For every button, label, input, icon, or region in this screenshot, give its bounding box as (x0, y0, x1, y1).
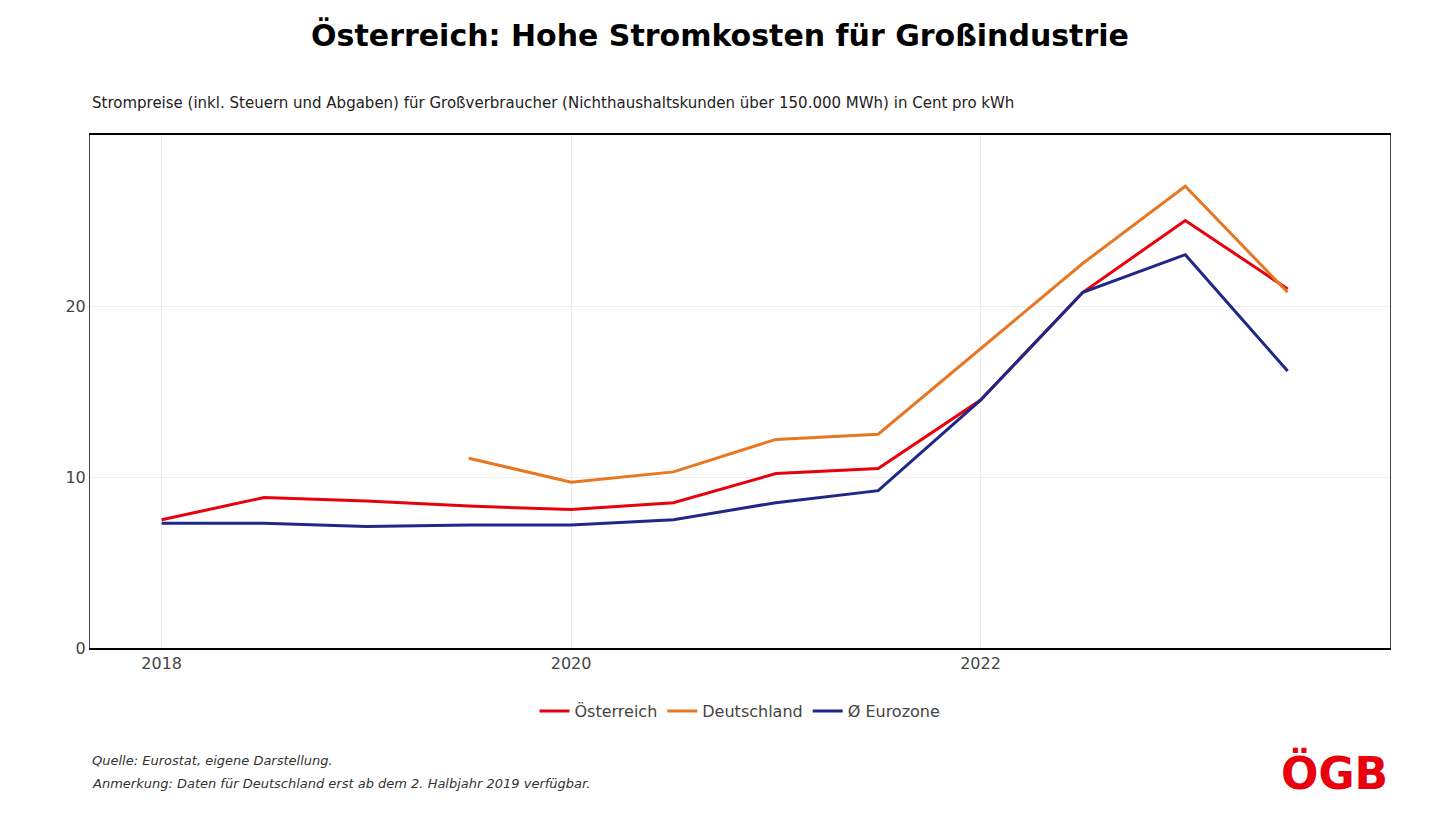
svg-text:2018: 2018 (141, 654, 182, 673)
svg-text:ÖGB: ÖGB (1281, 747, 1388, 799)
svg-text:Österreich: Hohe Stromkosten f: Österreich: Hohe Stromkosten für Großind… (311, 17, 1129, 53)
svg-text:Deutschland: Deutschland (702, 702, 802, 721)
svg-text:20: 20 (65, 297, 85, 316)
svg-text:2022: 2022 (960, 654, 1001, 673)
svg-text:Österreich: Österreich (575, 702, 658, 721)
svg-text:Quelle: Eurostat, eigene Darst: Quelle: Eurostat, eigene Darstellung. (92, 753, 333, 768)
svg-text:10: 10 (65, 468, 85, 487)
svg-text:Ø Eurozone: Ø Eurozone (848, 702, 940, 721)
svg-text:Anmerkung: Daten für Deutschla: Anmerkung: Daten für Deutschland erst ab… (92, 776, 590, 791)
svg-text:Strompreise (inkl. Steuern und: Strompreise (inkl. Steuern und Abgaben) … (92, 94, 1014, 112)
svg-text:2020: 2020 (551, 654, 592, 673)
svg-text:0: 0 (76, 639, 86, 658)
